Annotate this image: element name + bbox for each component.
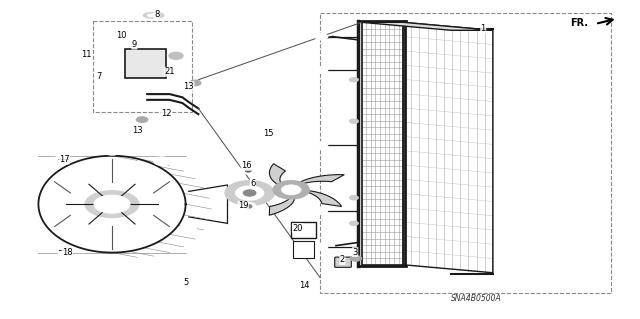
Circle shape [315,33,328,40]
Circle shape [273,181,309,199]
Text: 17: 17 [59,155,69,164]
Bar [125,49,166,78]
Circle shape [136,117,148,122]
Circle shape [315,207,328,214]
Text: 12: 12 [161,109,172,118]
Circle shape [154,157,170,165]
Circle shape [282,185,301,195]
Circle shape [315,67,328,73]
Bar [293,241,314,258]
Bar [93,21,192,112]
Text: FR.: FR. [570,18,588,28]
Circle shape [236,186,264,200]
Polygon shape [269,195,295,215]
Text: SNA4B0500A: SNA4B0500A [451,294,502,303]
Circle shape [94,195,130,213]
Circle shape [85,191,139,218]
Text: 8: 8 [154,10,159,19]
Circle shape [55,155,70,163]
Ellipse shape [147,14,160,17]
Polygon shape [269,164,285,186]
Text: 9: 9 [132,40,137,49]
Text: 7: 7 [97,72,102,81]
Circle shape [349,119,358,123]
Text: 5: 5 [183,278,188,287]
Text: 21: 21 [164,67,175,76]
Text: 14: 14 [299,281,309,290]
Circle shape [189,80,201,86]
Circle shape [244,204,252,208]
Circle shape [349,196,358,200]
Circle shape [169,52,183,59]
Text: 10: 10 [116,31,127,40]
Polygon shape [298,174,344,185]
Text: 20: 20 [292,224,303,233]
Circle shape [243,190,256,196]
Circle shape [241,203,256,210]
Circle shape [350,256,362,261]
Bar [320,13,611,293]
Ellipse shape [143,12,164,18]
Text: 18: 18 [62,248,72,256]
Circle shape [349,221,358,226]
Text: 13: 13 [132,126,143,135]
Text: 6: 6 [250,179,255,188]
Circle shape [349,78,358,82]
Polygon shape [227,186,280,194]
Text: 19: 19 [238,201,248,210]
Circle shape [315,244,328,250]
Text: 1: 1 [481,24,486,33]
Circle shape [245,169,252,172]
Circle shape [56,247,72,254]
Circle shape [241,167,255,174]
Circle shape [225,181,274,205]
Bar [291,222,316,238]
Circle shape [180,224,196,233]
Text: 2: 2 [340,256,345,264]
Text: 11: 11 [81,50,92,59]
Text: 13: 13 [184,82,194,91]
Circle shape [104,147,120,155]
Text: 15: 15 [264,130,274,138]
Text: 16: 16 [241,161,252,170]
FancyBboxPatch shape [335,257,351,267]
Circle shape [315,142,328,148]
Text: 3: 3 [353,248,358,256]
Polygon shape [303,191,342,206]
Polygon shape [362,22,493,30]
Circle shape [28,224,44,233]
